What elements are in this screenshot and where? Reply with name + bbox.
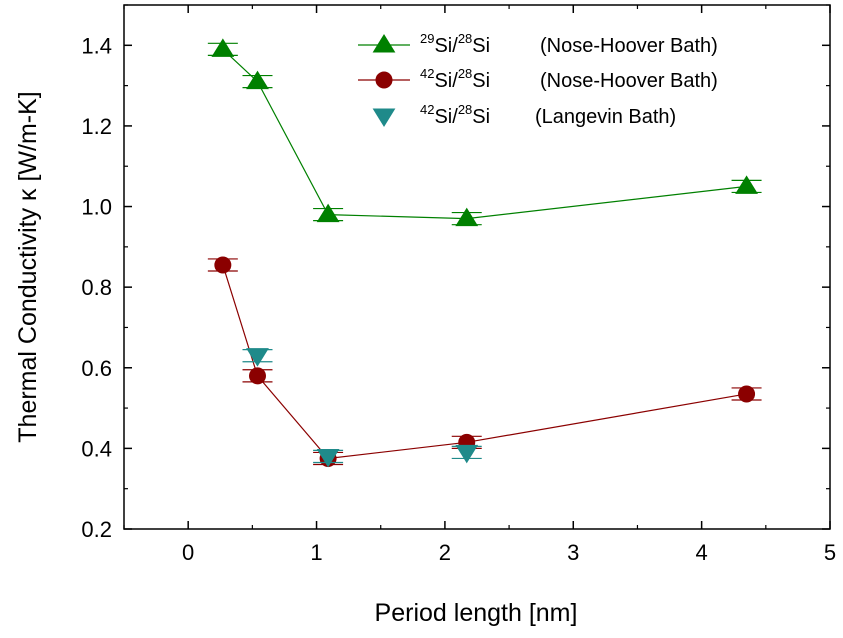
data-point (316, 203, 340, 223)
legend-bath-label: (Langevin Bath) (535, 106, 676, 128)
data-point (214, 256, 232, 274)
legend-isotope-sup: 28 (458, 31, 472, 46)
legend-isotope-sup: 29 (420, 31, 434, 46)
series-line (222, 264, 747, 460)
x-tick-label: 5 (824, 540, 836, 565)
legend-isotope: Si/ (434, 106, 458, 128)
x-tick-label: 1 (310, 540, 322, 565)
legend-label: 29Si/28Si (420, 31, 490, 57)
legend-isotope-sup: 42 (420, 66, 434, 81)
data-point (735, 175, 758, 194)
x-axis-title: Period length [nm] (375, 599, 578, 627)
series-3 (242, 348, 482, 468)
y-tick-label: 0.4 (81, 436, 112, 461)
y-tick-label: 1.2 (81, 114, 112, 139)
data-point (246, 70, 269, 90)
x-tick-label: 2 (439, 540, 451, 565)
legend-isotope: Si (472, 35, 490, 57)
data-point (248, 367, 266, 385)
y-axis-title: Thermal Conductivity κ [W/m-K] (14, 91, 42, 442)
legend-isotope-sup: 42 (420, 102, 434, 117)
series-layer (207, 38, 762, 468)
data-point (246, 348, 269, 367)
y-tick-label: 1.4 (81, 33, 112, 58)
legend-bath-label: (Nose-Hoover Bath) (540, 35, 718, 57)
legend-isotope: Si/ (434, 70, 458, 92)
legend-isotope-sup: 28 (458, 66, 472, 81)
legend-marker (372, 108, 396, 127)
data-point (455, 444, 479, 464)
axis-ticks: 0 1 2 3 4 5 0.2 0.4 0.6 0.8 1.0 1.2 1.4 (81, 4, 836, 565)
y-tick-label: 0.2 (81, 517, 112, 542)
data-point (211, 38, 235, 57)
y-tick-label: 0.6 (81, 356, 112, 381)
legend-isotope: Si/ (434, 35, 458, 57)
y-tick-label: 1.0 (81, 195, 112, 220)
legend-marker (375, 71, 393, 89)
legend-isotope-sup: 28 (458, 102, 472, 117)
legend-isotope: Si (472, 70, 490, 92)
series-1 (207, 38, 762, 227)
data-point (738, 385, 756, 403)
y-tick-label: 0.8 (81, 275, 112, 300)
x-tick-label: 3 (567, 540, 579, 565)
data-point (316, 448, 340, 468)
legend-label: 42Si/28Si (420, 102, 490, 128)
legend-label: 42Si/28Si (420, 66, 490, 92)
series-2 (207, 256, 762, 467)
legend-isotope: Si (472, 106, 490, 128)
legend: 29Si/28Si (Nose-Hoover Bath)42Si/28Si (Nos… (358, 31, 718, 128)
plot-frame (123, 4, 831, 530)
x-tick-label: 4 (696, 540, 708, 565)
data-point (455, 207, 479, 227)
legend-marker (372, 34, 396, 53)
legend-bath-label: (Nose-Hoover Bath) (540, 70, 718, 92)
x-tick-label: 0 (182, 540, 194, 565)
